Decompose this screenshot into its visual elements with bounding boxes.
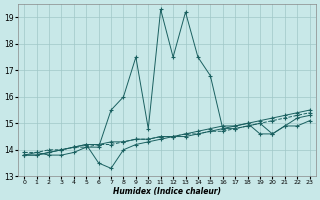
X-axis label: Humidex (Indice chaleur): Humidex (Indice chaleur) [113,187,221,196]
